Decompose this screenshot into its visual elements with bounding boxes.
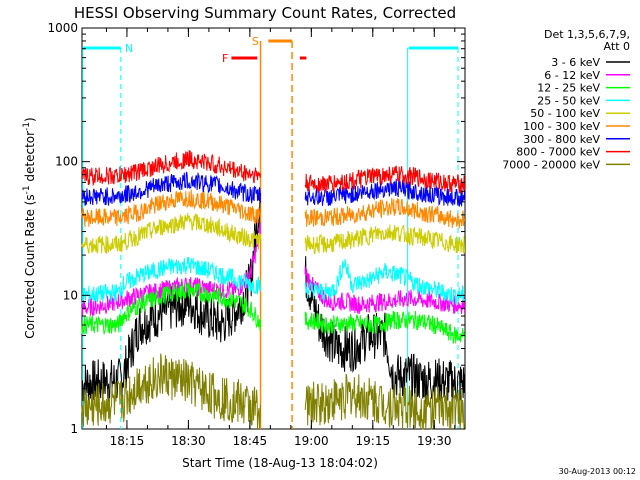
y-tick-label: 1 bbox=[70, 422, 78, 436]
legend-entry-label: 300 - 800 keV bbox=[523, 133, 600, 146]
series-line-6 bbox=[81, 189, 466, 229]
legend-entry-label: 25 - 50 keV bbox=[537, 94, 600, 107]
legend-entry-label: 100 - 300 keV bbox=[523, 120, 600, 133]
legend-header-line-1: Det 1,3,5,6,7,9, bbox=[544, 28, 630, 41]
legend-entry-label: 3 - 6 keV bbox=[551, 56, 600, 69]
legend-header-line-2: Att 0 bbox=[604, 40, 630, 53]
x-tick-label: 18:15 bbox=[110, 434, 145, 448]
legend-entry-label: 7000 - 20000 keV bbox=[502, 158, 600, 171]
legend-entry-label: 50 - 100 keV bbox=[530, 107, 600, 120]
series-line-4 bbox=[81, 256, 466, 307]
timestamp: 30-Aug-2013 00:12 bbox=[559, 467, 636, 476]
x-tick-label: 19:15 bbox=[356, 434, 391, 448]
night-flag-label: N bbox=[125, 42, 133, 55]
y-tick-label: 10 bbox=[63, 288, 78, 302]
y-tick-label: 1000 bbox=[47, 21, 78, 35]
series-line-8 bbox=[81, 150, 466, 195]
legend-entry-label: 800 - 7000 keV bbox=[516, 146, 600, 159]
legend-entry-label: 6 - 12 keV bbox=[544, 69, 600, 82]
x-tick-label: 18:45 bbox=[233, 434, 268, 448]
x-tick-label: 18:30 bbox=[171, 434, 206, 448]
y-axis: 1 10 100 1000 bbox=[47, 21, 465, 436]
legend-entry-label: 12 - 25 keV bbox=[537, 82, 600, 95]
chart-title: HESSI Observing Summary Count Rates, Cor… bbox=[74, 4, 456, 22]
series-line-9 bbox=[81, 353, 466, 430]
y-axis-label: Corrected Count Rate (s-1 detector-1) bbox=[22, 117, 37, 338]
series-layer bbox=[81, 150, 466, 430]
series-line-3 bbox=[81, 281, 466, 344]
x-tick-label: 19:00 bbox=[294, 434, 329, 448]
series-line-5 bbox=[81, 213, 466, 255]
saa-flag-label: S bbox=[252, 35, 259, 48]
x-axis-label: Start Time (18-Aug-13 18:04:02) bbox=[182, 456, 378, 470]
y-tick-label: 100 bbox=[55, 155, 78, 169]
series-line-7 bbox=[81, 171, 466, 207]
x-axis: 18:15 18:30 18:45 19:00 19:15 19:30 bbox=[105, 28, 456, 448]
x-tick-label: 19:30 bbox=[417, 434, 452, 448]
flare-flag-label: F bbox=[222, 52, 228, 65]
